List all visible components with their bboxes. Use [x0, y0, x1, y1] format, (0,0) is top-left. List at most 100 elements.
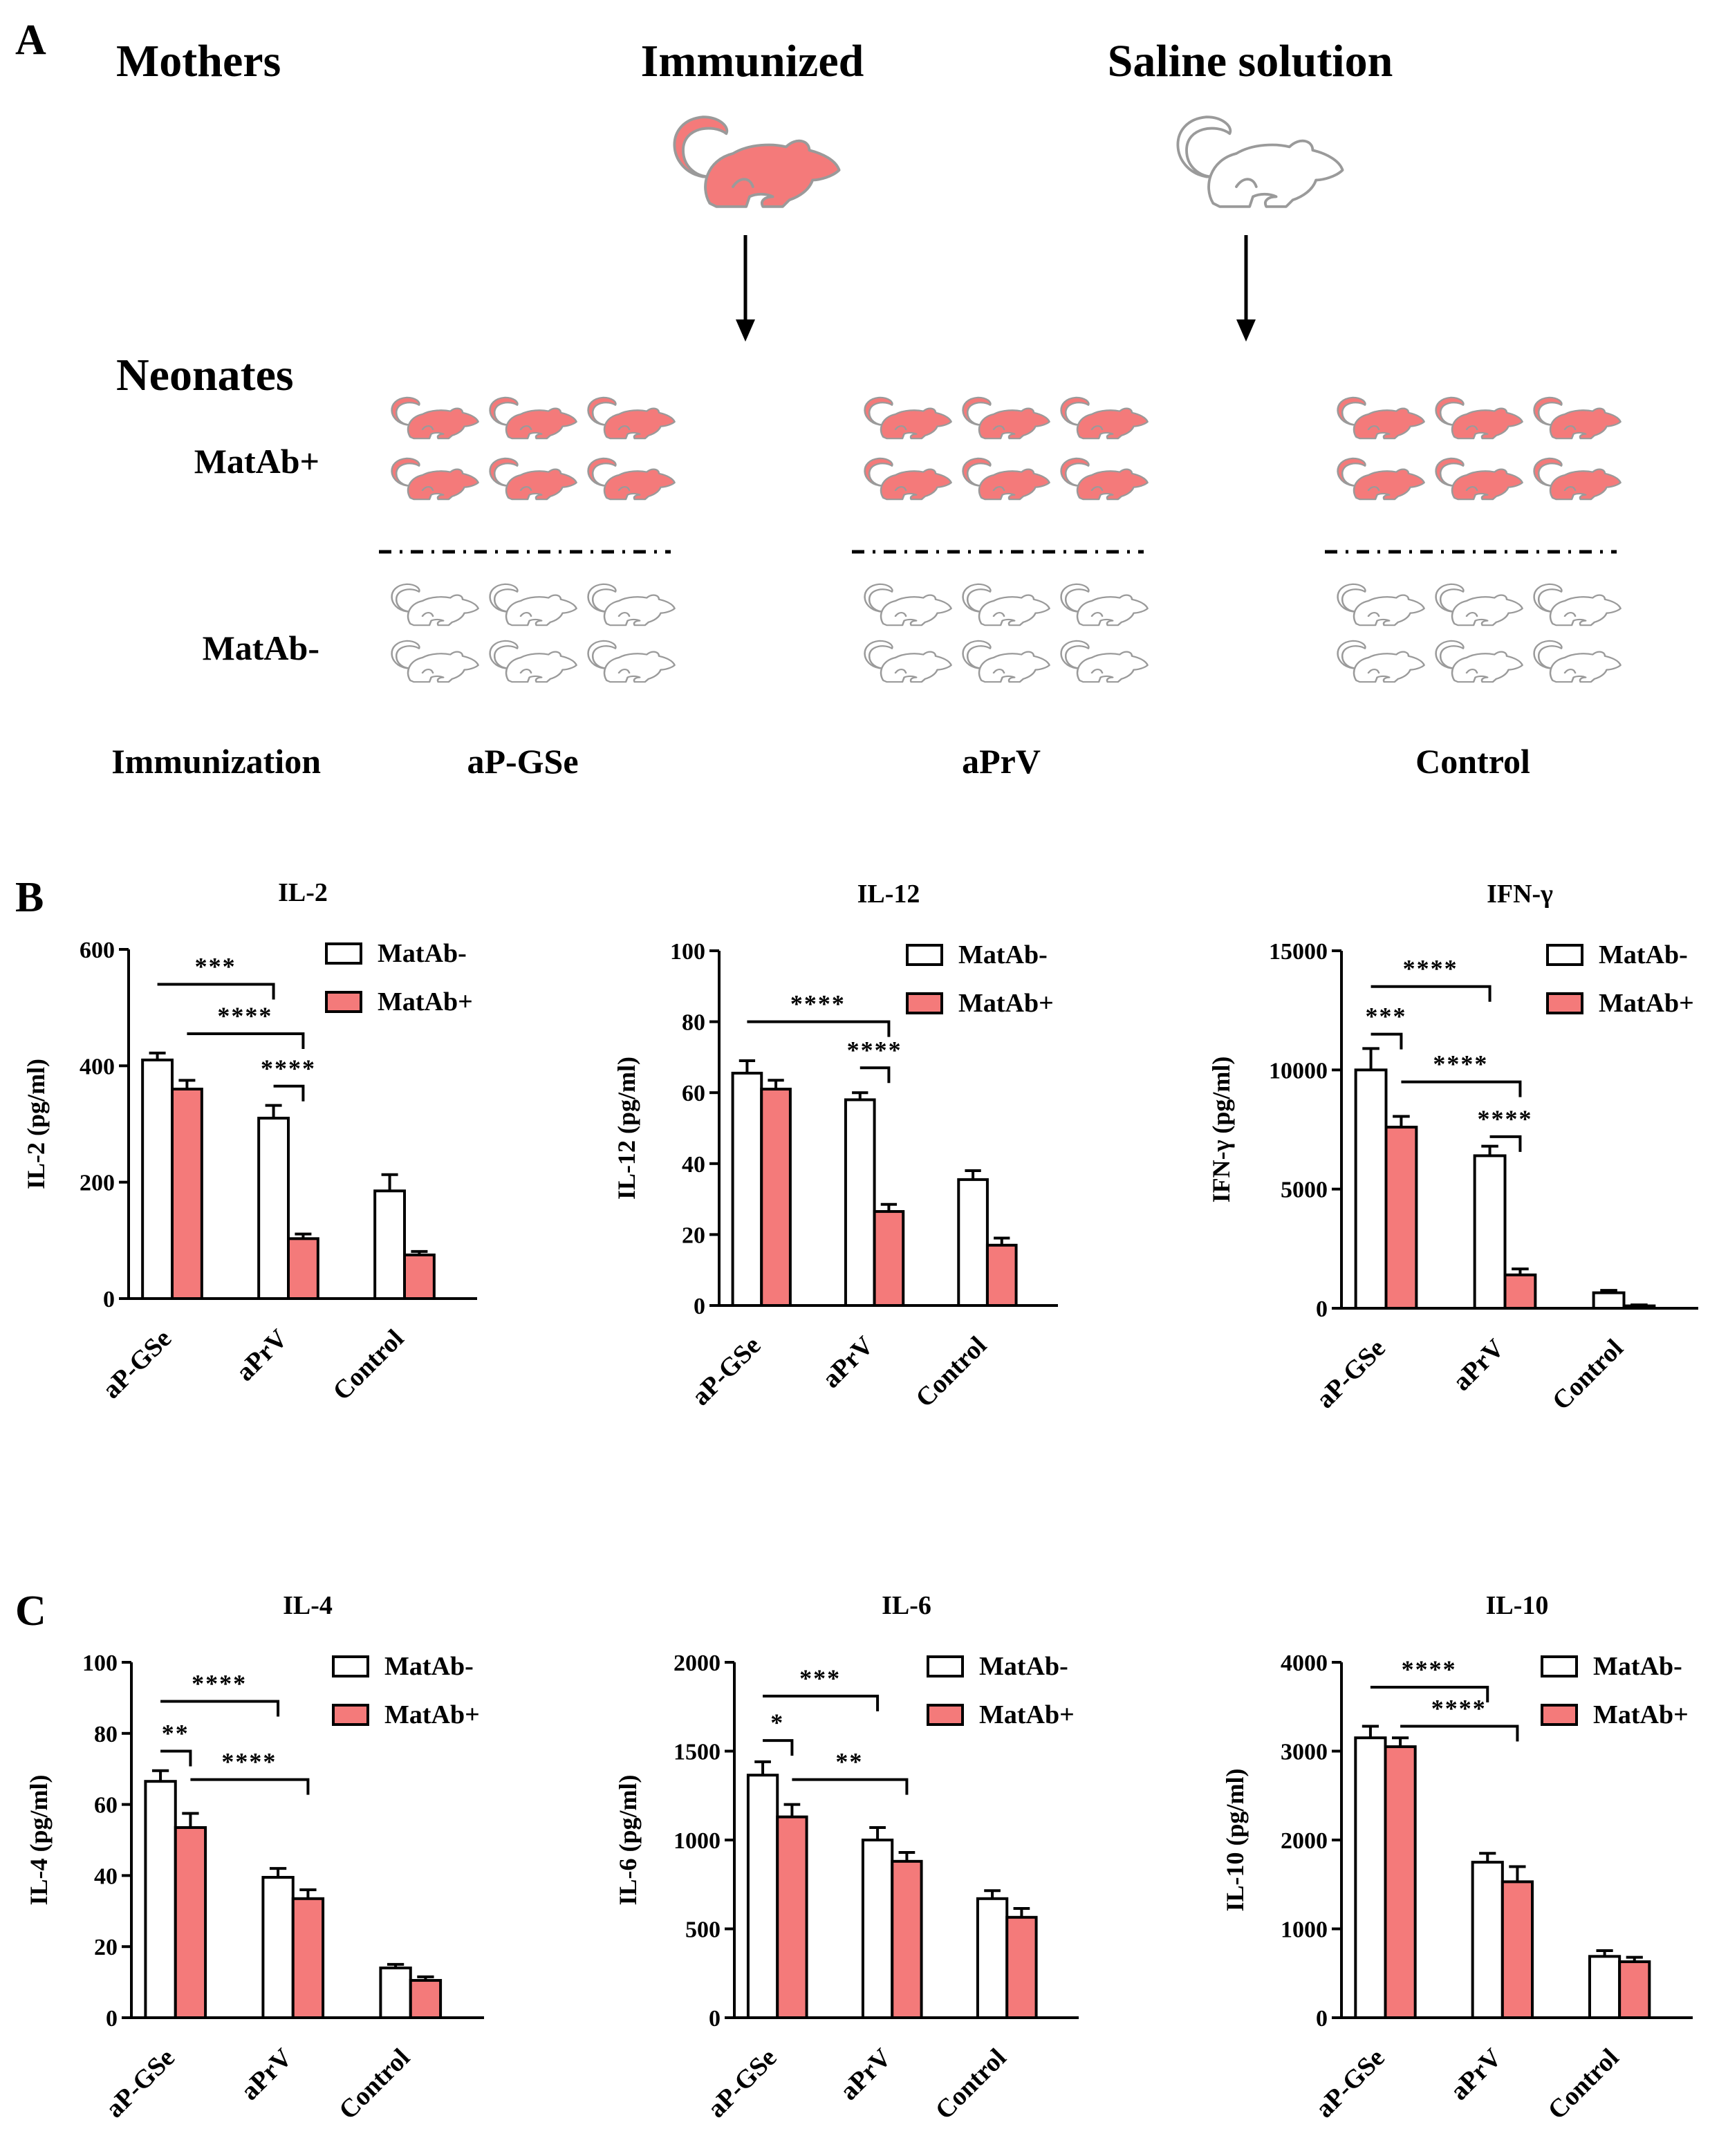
neonate-neg-mouse-icon [1060, 583, 1149, 626]
category-label: aPrV [1444, 2043, 1507, 2106]
neonate-neg-mouse-icon [1337, 583, 1425, 626]
bar-matab-pos [291, 1897, 325, 2020]
significance-bracket [190, 1778, 310, 1795]
legend-label-pos: MatAb+ [378, 987, 473, 1016]
neonate-neg-mouse-icon [1337, 640, 1425, 683]
bar-matab-neg [844, 1098, 876, 1307]
y-tick-label: 100 [82, 1651, 118, 1676]
significance-bracket [1489, 1135, 1522, 1152]
group-label-apgse: aP-GSe [467, 742, 578, 781]
neonate-pos-mouse-icon [962, 457, 1050, 501]
legend-swatch-pos [927, 1704, 964, 1726]
y-tick-label: 500 [685, 1917, 721, 1943]
significance-bracket [1401, 1080, 1522, 1097]
y-tick-label: 0 [1316, 2006, 1328, 2032]
y-tick-label: 40 [94, 1864, 118, 1889]
chart-title: IFN-γ [1487, 880, 1553, 909]
bar-matab-neg [731, 1071, 763, 1307]
bar-matab-pos [873, 1210, 905, 1308]
significance-bracket [792, 1778, 909, 1795]
chart-title: IL-10 [1486, 1591, 1549, 1620]
significance-bracket [273, 1084, 305, 1102]
saline-label: Saline solution [1108, 36, 1393, 86]
bar-matab-pos [1384, 1126, 1418, 1310]
significance-label: **** [790, 990, 846, 1018]
y-tick-label: 80 [682, 1010, 705, 1036]
bar-matab-neg [1588, 1955, 1622, 2019]
group-label-control: Control [1415, 742, 1530, 781]
significance-label: **** [217, 1002, 272, 1030]
chart-title: IL-6 [882, 1591, 931, 1620]
y-tick-label: 100 [670, 939, 705, 965]
y-axis-label: IL-10 (pg/ml) [1221, 1769, 1249, 1912]
significance-label: **** [1403, 955, 1458, 983]
category-label: Control [1547, 1334, 1629, 1416]
category-label: aP-GSe [686, 1331, 766, 1411]
legend-swatch-pos [332, 1704, 369, 1726]
significance-bracket [1370, 1032, 1403, 1050]
category-label: aP-GSe [1310, 1334, 1391, 1414]
significance-bracket [160, 1700, 280, 1717]
neonate-pos-mouse-icon [391, 396, 479, 440]
significance-label: **** [1431, 1695, 1487, 1722]
legend-label-neg: MatAb- [979, 1652, 1068, 1681]
category-label: aP-GSe [702, 2043, 782, 2124]
panel-letter-c: C [15, 1588, 46, 1635]
bar-matab-neg [861, 1839, 894, 2019]
significance-label: ** [162, 1720, 189, 1747]
saline-mother-mouse-icon [1176, 115, 1344, 208]
y-axis-label: IFN-γ (pg/ml) [1207, 1057, 1235, 1203]
y-tick-label: 3000 [1281, 1740, 1328, 1765]
neonate-group-aprv [852, 396, 1149, 683]
immunized-mother-mouse-icon [673, 115, 841, 208]
bar-matab-pos [171, 1088, 203, 1300]
significance-label: *** [195, 953, 236, 981]
neonate-neg-mouse-icon [489, 583, 577, 626]
neonate-group-control [1325, 396, 1622, 683]
category-label: aP-GSe [97, 1324, 177, 1404]
panel-letter-b: B [15, 874, 44, 921]
category-label: Control [327, 1324, 409, 1406]
significance-label: *** [799, 1664, 841, 1692]
y-tick-label: 20 [94, 1935, 118, 1960]
bar-matab-pos [1500, 1880, 1534, 2020]
bar-matab-pos [1503, 1273, 1537, 1310]
bar-matab-pos [891, 1859, 923, 2020]
neonate-pos-mouse-icon [1533, 457, 1622, 501]
arrow-immunized [736, 235, 755, 342]
bar-matab-pos [287, 1237, 319, 1301]
legend-swatch-neg [332, 1655, 369, 1678]
immunized-label: Immunized [641, 36, 864, 86]
legend-label-neg: MatAb- [1593, 1652, 1682, 1681]
neonate-pos-mouse-icon [1533, 396, 1622, 440]
legend-label-neg: MatAb- [1599, 940, 1688, 969]
y-tick-label: 0 [106, 2006, 118, 2032]
schematic-panel: A Mothers Immunized Saline solution Neon… [15, 17, 1622, 781]
y-axis-label: IL-6 (pg/ml) [614, 1775, 642, 1906]
bar-matab-pos [776, 1815, 808, 2020]
neonate-pos-mouse-icon [864, 457, 952, 501]
neonate-pos-mouse-icon [1435, 396, 1523, 440]
significance-bracket [763, 1739, 794, 1756]
bar-matab-pos [1618, 1960, 1651, 2019]
chart-il-4: IL-4 0 20 40 60 80 100 IL-4 (pg/ml) aP-GSe aPrV Co… [25, 1591, 484, 2125]
legend-label-pos: MatAb+ [979, 1700, 1075, 1729]
y-tick-label: 15000 [1269, 939, 1328, 965]
category-label: aPrV [230, 1323, 293, 1386]
y-tick-label: 4000 [1281, 1651, 1328, 1676]
neonate-pos-mouse-icon [1060, 396, 1149, 440]
bar-matab-neg [141, 1058, 174, 1300]
significance-bracket [860, 1066, 891, 1084]
category-label: Control [1543, 2043, 1625, 2126]
neonate-neg-mouse-icon [587, 640, 676, 683]
category-label: Control [333, 2043, 416, 2126]
legend-label-pos: MatAb+ [958, 989, 1054, 1018]
y-tick-label: 2000 [1281, 1828, 1328, 1854]
y-tick-label: 400 [80, 1054, 115, 1079]
y-tick-label: 60 [682, 1081, 705, 1106]
neonate-neg-mouse-icon [864, 583, 952, 626]
neonate-pos-mouse-icon [1060, 457, 1149, 501]
neonates-label: Neonates [116, 350, 294, 400]
